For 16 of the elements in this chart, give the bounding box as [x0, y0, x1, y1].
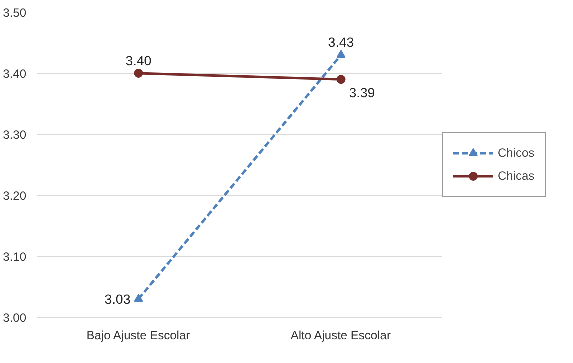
y-tick-label: 3.10	[3, 250, 27, 264]
point	[336, 75, 346, 84]
data-label: 3.39	[349, 86, 376, 101]
data-label: 3.43	[328, 35, 354, 50]
y-tick-label: 3.40	[3, 67, 27, 81]
y-tick-label: 3.00	[3, 311, 27, 325]
legend-label: Chicos	[498, 146, 535, 160]
y-tick-label: 3.50	[3, 6, 27, 20]
point	[134, 69, 144, 78]
x-tick-label: Alto Ajuste Escolar	[290, 328, 391, 342]
y-tick-label: 3.30	[3, 128, 27, 142]
data-label: 3.40	[126, 54, 152, 68]
y-tick-label: 3.20	[3, 189, 27, 203]
data-label: 3.03	[104, 292, 131, 308]
x-tick-label: Bajo Ajuste Escolar	[86, 328, 190, 342]
legend-label: Chicas	[498, 169, 535, 183]
